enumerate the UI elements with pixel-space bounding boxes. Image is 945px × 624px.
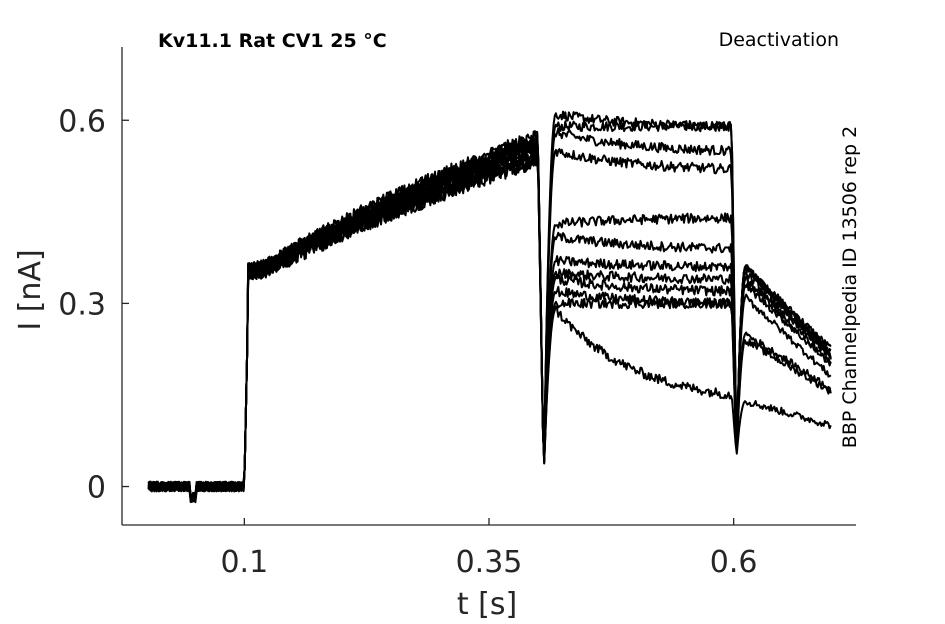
trace-line	[147, 130, 832, 500]
x-tick-label: 0.6	[710, 545, 758, 580]
side-label: BBP Channelpedia ID 13506 rep 2	[839, 126, 861, 448]
x-axis-label: t [s]	[457, 587, 517, 622]
trace-line	[147, 134, 832, 502]
trace-line	[147, 154, 832, 503]
y-tick-label: 0.6	[58, 104, 106, 139]
trace-line	[148, 147, 832, 504]
trace-line	[147, 151, 832, 503]
traces-group	[147, 110, 832, 504]
x-ticks-group: 0.1 0.35 0.6	[220, 518, 758, 580]
x-tick-label: 0.1	[220, 545, 268, 580]
chart-title: Kv11.1 Rat CV1 25 °C	[158, 30, 387, 52]
y-axis-label: I [nA]	[13, 249, 48, 330]
trace-line	[147, 132, 832, 502]
y-ticks-group: 0 0.3 0.6	[58, 104, 129, 506]
chart-subtitle: Deactivation	[719, 29, 839, 51]
y-tick-label: 0.3	[58, 287, 106, 322]
y-tick-label: 0	[87, 471, 106, 506]
trace-line	[147, 141, 832, 501]
x-tick-label: 0.35	[456, 545, 523, 580]
trace-line	[147, 146, 832, 501]
trace-line	[147, 133, 832, 503]
